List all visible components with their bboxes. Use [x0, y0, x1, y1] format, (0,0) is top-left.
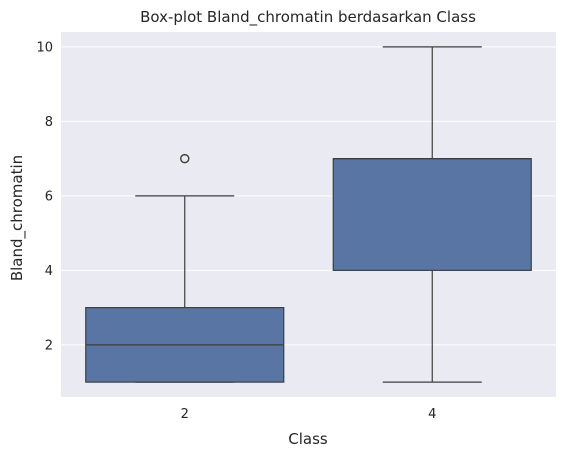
y-tick-label: 4	[45, 264, 53, 279]
boxes	[85, 46, 532, 383]
x-tick-label: 2	[181, 407, 189, 422]
box-group	[85, 153, 285, 383]
x-tick-label: 4	[428, 407, 436, 422]
outlier-point	[180, 153, 190, 164]
box-group	[332, 46, 532, 383]
box-iqr	[332, 158, 532, 271]
y-tick-label: 6	[45, 189, 53, 204]
y-tick-label: 2	[45, 338, 53, 353]
y-axis-label: Bland_chromatin	[8, 155, 27, 281]
y-tick-label: 8	[45, 115, 53, 130]
y-tick-label: 10	[36, 40, 53, 55]
x-axis-label: Class	[288, 430, 328, 448]
y-axis-ticks: 2 4 6 8 10	[36, 40, 53, 353]
chart-title: Box-plot Bland_chromatin berdasarkan Cla…	[140, 8, 476, 27]
